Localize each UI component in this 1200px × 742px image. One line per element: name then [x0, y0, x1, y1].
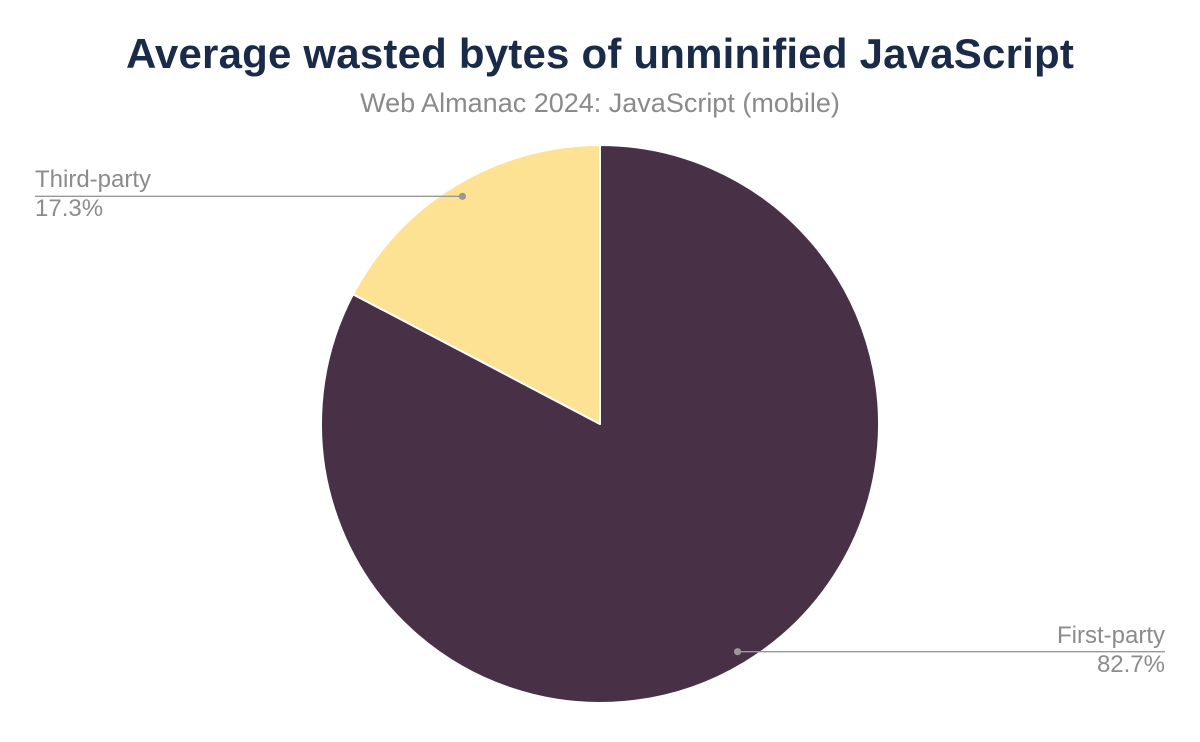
pie-label-third-party-name: Third-party	[35, 166, 152, 194]
chart-subtitle: Web Almanac 2024: JavaScript (mobile)	[360, 88, 840, 118]
pie-slice-first-party[interactable]	[320, 144, 880, 704]
pie-slice-third-party[interactable]	[352, 144, 601, 425]
pie-label-first-party-value: 82.7%	[1096, 650, 1165, 678]
label-connector-dot-first-party	[733, 648, 742, 656]
pie-label-first-party: First-party 82.7%	[1057, 621, 1165, 678]
pie-label-third-party: Third-party 17.3%	[35, 167, 151, 222]
chart-title: Average wasted bytes of unminified JavaS…	[125, 30, 1075, 77]
pie-label-third-party-value: 17.3%	[35, 195, 104, 223]
label-connector-dot-third-party	[458, 192, 467, 200]
pie-label-first-party-name: First-party	[1057, 621, 1165, 649]
